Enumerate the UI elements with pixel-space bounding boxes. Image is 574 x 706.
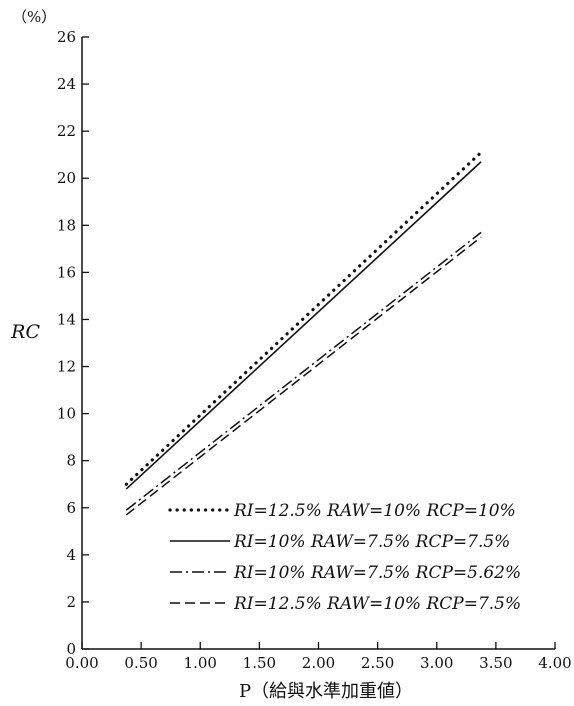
x-ticks: 0.00 0.50 1.00 1.50 2.00 2.50 3.00 3.50 4.00 — [65, 642, 572, 672]
x-tick-label: 3.50 — [479, 654, 512, 672]
series-line-3-dash-dot — [125, 231, 482, 511]
x-tick-label: 1.50 — [243, 654, 276, 672]
x-tick-label: 2.00 — [302, 654, 335, 672]
legend-label: RI=12.5% RAW=10% RCP=7.5% — [233, 594, 521, 614]
legend-entry: RI=12.5% RAW=10% RCP=10% — [168, 501, 516, 521]
x-axis-label: P（給與水準加重値） — [239, 681, 413, 702]
legend-entry: RI=10% RAW=7.5% RCP=5.62% — [170, 563, 521, 583]
x-tick-label: 2.50 — [361, 654, 394, 672]
y-tick-label: 12 — [57, 358, 76, 376]
series-line-2-solid — [125, 161, 482, 490]
y-axis-label: RC — [10, 321, 40, 343]
series-line-1-dotted — [124, 150, 483, 486]
y-tick-label: 18 — [57, 216, 76, 234]
legend-label: RI=10% RAW=7.5% RCP=5.62% — [233, 563, 521, 583]
x-tick-label: 3.00 — [420, 654, 453, 672]
x-tick-label: 0.00 — [65, 654, 98, 672]
x-tick-label: 1.00 — [184, 654, 217, 672]
y-tick-label: 26 — [57, 28, 76, 46]
series-line-4-dashed — [125, 236, 482, 516]
series-layer — [124, 150, 483, 516]
y-tick-label: 22 — [57, 122, 76, 140]
y-tick-label: 20 — [57, 169, 76, 187]
y-tick-label: 8 — [66, 452, 76, 470]
y-tick-label: 24 — [57, 75, 76, 93]
x-tick-label: 0.50 — [124, 654, 157, 672]
legend-label: RI=12.5% RAW=10% RCP=10% — [233, 501, 516, 521]
legend-label: RI=10% RAW=7.5% RCP=7.5% — [233, 532, 510, 552]
y-tick-label: 16 — [57, 263, 76, 281]
y-tick-label: 10 — [57, 405, 76, 423]
legend-entry: RI=12.5% RAW=10% RCP=7.5% — [170, 594, 521, 614]
x-tick-label: 4.00 — [538, 654, 571, 672]
y-tick-label: 2 — [66, 593, 76, 611]
y-tick-label: 14 — [57, 310, 76, 328]
axes — [81, 37, 555, 650]
legend: RI=12.5% RAW=10% RCP=10% RI=10% RAW=7.5% … — [168, 501, 521, 614]
y-tick-label: 4 — [66, 546, 76, 564]
y-tick-label: 6 — [66, 499, 76, 517]
legend-entry: RI=10% RAW=7.5% RCP=7.5% — [170, 532, 510, 552]
y-tick-label: 0 — [66, 640, 76, 658]
y-unit-label: （%） — [12, 8, 56, 26]
